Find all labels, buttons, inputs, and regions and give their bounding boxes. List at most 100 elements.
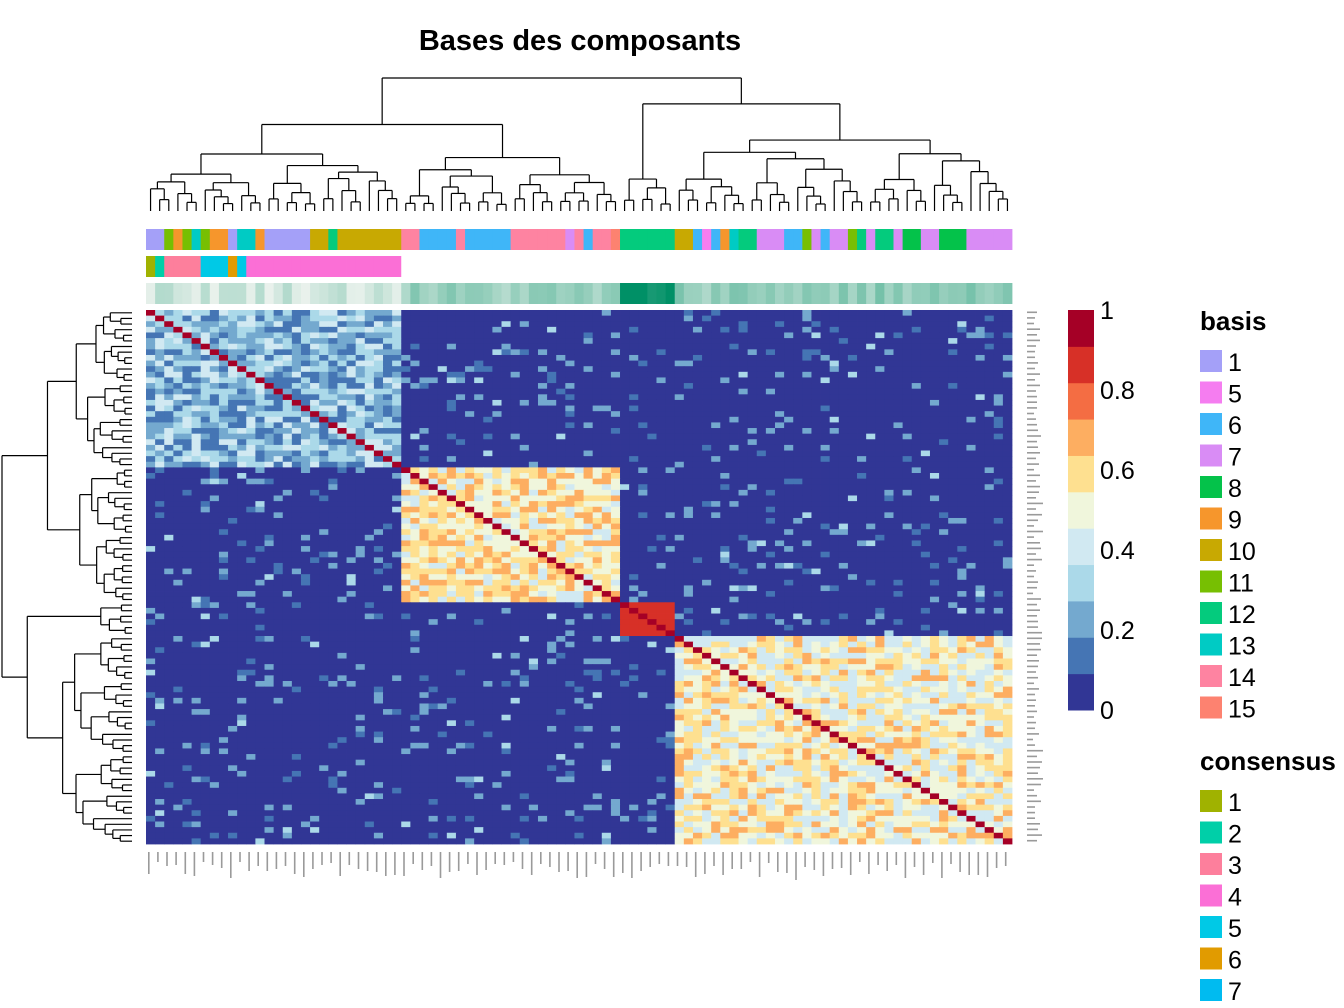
heatmap-cell xyxy=(310,326,320,333)
heatmap-cell xyxy=(401,394,411,401)
heatmap-cell xyxy=(155,467,165,474)
heatmap-cell xyxy=(911,450,922,457)
heatmap-cell xyxy=(702,529,712,536)
heatmap-cell xyxy=(255,489,265,496)
heatmap-cell xyxy=(519,315,530,322)
heatmap-cell xyxy=(155,473,165,480)
heatmap-cell xyxy=(209,512,220,519)
heatmap-cell xyxy=(583,321,594,328)
heatmap-cell xyxy=(392,416,402,423)
heatmap-cell xyxy=(802,354,812,361)
heatmap-cell xyxy=(428,399,439,406)
heatmap-cell xyxy=(182,399,192,406)
heatmap-cell xyxy=(146,394,156,401)
basis-annotation-cell xyxy=(355,229,366,250)
heatmap-cell xyxy=(465,422,475,429)
heatmap-cell xyxy=(209,366,220,373)
heatmap-cell xyxy=(838,433,849,440)
heatmap-cell xyxy=(747,501,758,508)
heatmap-cell xyxy=(902,394,913,401)
heatmap-cell xyxy=(702,439,712,446)
heatmap-cell xyxy=(829,433,840,440)
heatmap-cell xyxy=(911,461,922,468)
heatmap-cell xyxy=(875,433,885,440)
heatmap-cell xyxy=(155,394,165,401)
heatmap-cell xyxy=(993,371,1004,378)
heatmap-cell xyxy=(392,484,402,491)
heatmap-cell xyxy=(173,501,183,508)
heatmap-cell xyxy=(556,456,566,463)
heatmap-cell xyxy=(857,315,867,322)
heatmap-cell xyxy=(410,473,420,480)
heatmap-cell xyxy=(610,546,621,553)
heatmap-cell xyxy=(774,461,785,468)
basis-annotation-cell xyxy=(920,229,931,250)
heatmap-cell xyxy=(948,456,958,463)
heatmap-cell xyxy=(656,506,666,513)
heatmap-cell xyxy=(528,371,539,378)
heatmap-cell xyxy=(337,394,347,401)
heatmap-cell xyxy=(720,371,730,378)
heatmap-cell xyxy=(857,360,867,367)
basis-annotation-cell xyxy=(829,229,840,250)
heatmap-cell xyxy=(510,315,521,322)
heatmap-cell xyxy=(857,371,867,378)
heatmap-cell xyxy=(820,411,831,418)
heatmap-cell xyxy=(583,310,594,317)
heatmap-cell xyxy=(902,360,913,367)
heatmap-cell xyxy=(583,411,594,418)
heatmap-cell xyxy=(273,517,284,524)
heatmap-cell xyxy=(820,517,831,524)
heatmap-cell xyxy=(537,461,548,468)
heatmap-cell xyxy=(355,405,366,412)
silhouette-annotation-row xyxy=(146,283,1013,304)
heatmap-cell xyxy=(364,315,375,322)
heatmap-cell xyxy=(920,310,931,317)
heatmap-cell xyxy=(647,326,657,333)
heatmap-cell xyxy=(674,517,685,524)
heatmap-cell xyxy=(993,501,1004,508)
heatmap-cell xyxy=(392,343,402,350)
heatmap-cell xyxy=(146,416,156,423)
heatmap-cell xyxy=(601,321,612,328)
heatmap-cell xyxy=(720,354,730,361)
heatmap-cell xyxy=(455,461,466,468)
heatmap-cell xyxy=(1002,484,1013,491)
heatmap-cell xyxy=(310,388,320,395)
heatmap-cell xyxy=(948,310,958,317)
heatmap-cell xyxy=(237,383,247,390)
heatmap-cell xyxy=(401,461,411,468)
heatmap-cell xyxy=(574,349,584,356)
heatmap-cell xyxy=(939,495,949,502)
silhouette-annotation-cell xyxy=(483,283,493,304)
heatmap-cell xyxy=(437,394,448,401)
heatmap-cell xyxy=(756,456,767,463)
heatmap-cell xyxy=(765,540,776,547)
heatmap-cell xyxy=(392,461,402,468)
heatmap-cell xyxy=(273,388,284,395)
heatmap-cell xyxy=(747,338,758,345)
heatmap-cell xyxy=(228,456,238,463)
heatmap-cell xyxy=(665,495,676,502)
heatmap-cell xyxy=(537,405,548,412)
heatmap-cell xyxy=(811,366,821,373)
heatmap-cell xyxy=(729,512,739,519)
heatmap-cell xyxy=(847,484,858,491)
heatmap-cell xyxy=(246,422,256,429)
heatmap-cell xyxy=(483,428,493,435)
heatmap-cell xyxy=(929,354,940,361)
heatmap-cell xyxy=(838,517,849,524)
heatmap-cell xyxy=(948,388,958,395)
heatmap-cell xyxy=(392,439,402,446)
heatmap-cell xyxy=(656,456,666,463)
heatmap-cell xyxy=(446,338,457,345)
heatmap-cell xyxy=(155,512,165,519)
heatmap-cell xyxy=(200,332,211,339)
heatmap-cell xyxy=(847,383,858,390)
heatmap-cell xyxy=(510,394,521,401)
heatmap-cell xyxy=(565,349,575,356)
consensus-annotation-cell xyxy=(711,256,721,277)
heatmap-cell xyxy=(847,338,858,345)
heatmap-cell xyxy=(392,473,402,480)
heatmap-cell xyxy=(765,315,776,322)
